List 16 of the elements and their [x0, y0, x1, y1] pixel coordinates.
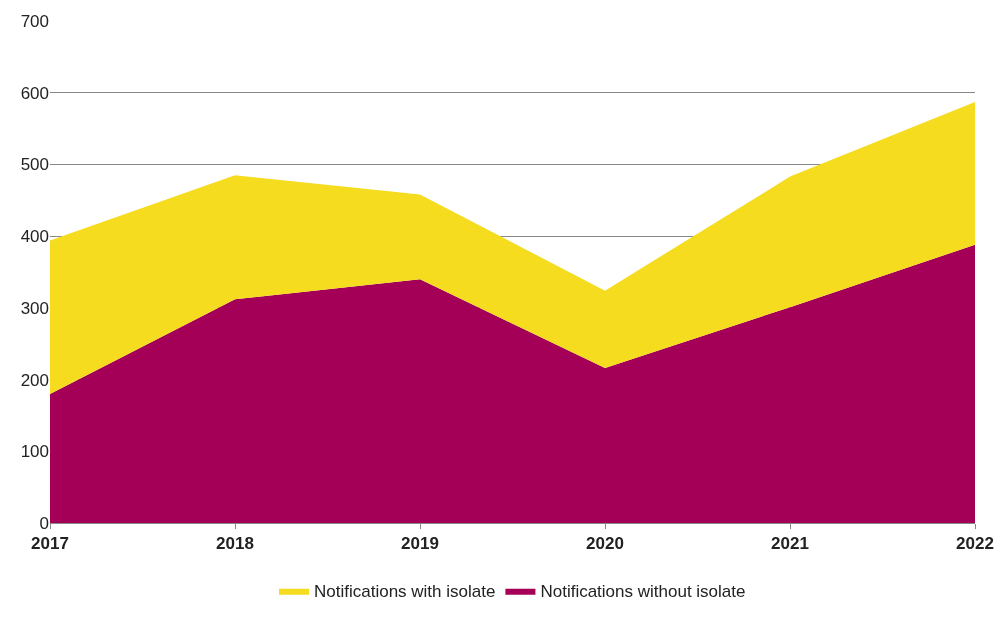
y-tick-label: 300 — [20, 298, 49, 318]
x-tick-label: 2021 — [771, 534, 809, 554]
y-tick-label: 700 — [20, 11, 49, 31]
y-tick-label: 500 — [20, 155, 49, 175]
y-tick-label: 400 — [20, 227, 49, 247]
legend-label: Notifications without isolate — [540, 582, 746, 602]
y-tick-label: 600 — [20, 83, 49, 103]
x-tick-label: 2019 — [401, 534, 439, 554]
x-tick-label: 2018 — [216, 534, 254, 554]
x-tick-label: 2020 — [586, 534, 624, 554]
y-tick-label: 0 — [39, 513, 49, 533]
x-tick-label: 2017 — [31, 534, 69, 554]
y-tick-label: 100 — [20, 442, 49, 462]
x-tick-label: 2022 — [956, 534, 994, 554]
legend-label: Notifications with isolate — [314, 582, 496, 602]
y-tick-label: 200 — [20, 370, 49, 390]
